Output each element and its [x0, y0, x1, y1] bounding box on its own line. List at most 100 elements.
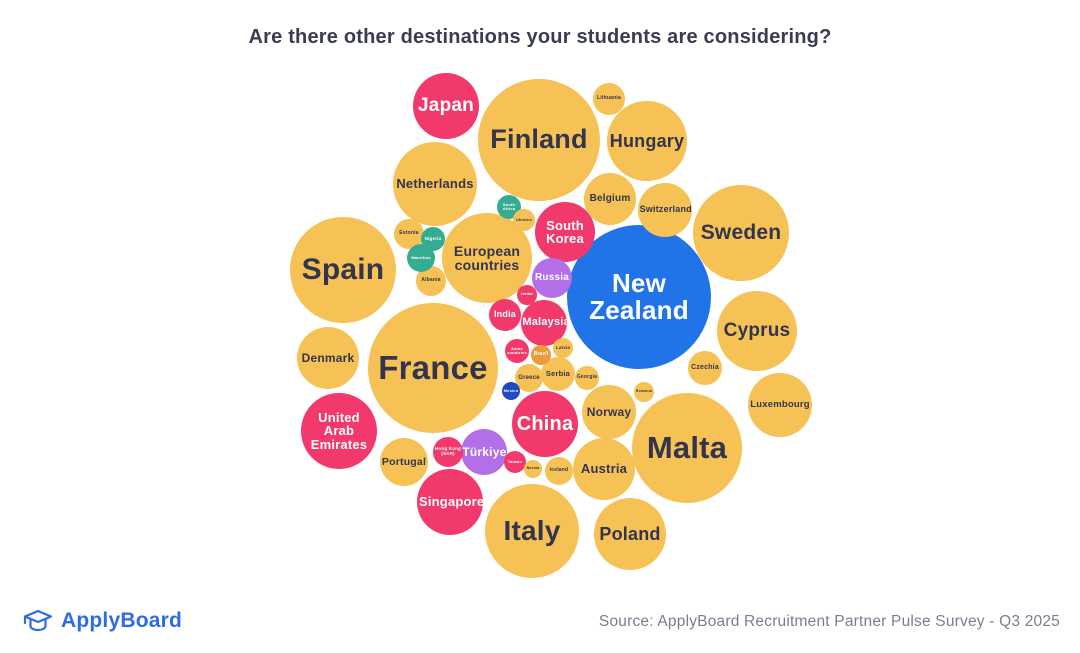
bubble-hong-kong-sar: Hong Kong (SAR) [433, 437, 463, 467]
bubble-singapore: Singapore [417, 469, 485, 535]
bubble-japan: Japan [413, 73, 479, 139]
bubble-greece: Greece [515, 364, 543, 392]
bubble-south-africa: South Africa [497, 195, 521, 219]
bubble-label: Georgia [576, 374, 598, 381]
bubble-united-arab-emirates: United Arab Emirates [301, 393, 377, 469]
bubble-label: Malaysia [522, 316, 570, 329]
bubble-spain: Spain [290, 217, 396, 323]
bubble-label: Iceland [549, 467, 569, 474]
bubble-poland: Poland [594, 498, 666, 570]
bubble-label: Denmark [301, 350, 355, 365]
bubble-russia: Russia [532, 258, 572, 298]
bubble-norway: Norway [582, 385, 636, 439]
bubble-label: Japan [418, 95, 474, 117]
bubble-portugal: Portugal [380, 438, 428, 486]
bubble-label: Italy [503, 514, 561, 546]
bubble-brazil: Brazil [531, 345, 551, 365]
logo-text: ApplyBoard [61, 609, 183, 632]
bubble-georgia: Georgia [575, 366, 599, 390]
bubble-china: China [512, 391, 578, 457]
bubble-label: Mexico [503, 387, 519, 393]
bubble-taiwan: Taiwan [504, 451, 526, 473]
bubble-czechia: Czechia [688, 351, 722, 385]
bubble-label: Netherlands [396, 176, 474, 192]
bubble-label: Norway [586, 404, 632, 419]
bubble-belgium: Belgium [584, 173, 636, 225]
bubble-romania: Romania [634, 382, 654, 402]
bubble-label: Luxembourg [750, 399, 810, 411]
bubble-hungary: Hungary [607, 101, 687, 181]
bubble-chart: New Zealand France Finland Malta Spain Sweden… [290, 73, 812, 578]
bubble-bosnia: Bosnia [524, 460, 542, 478]
bubble-denmark: Denmark [297, 327, 359, 389]
bubble-label: Czechia [691, 364, 719, 372]
bubble-label: Mauritius [411, 254, 431, 260]
bubble-label: Austria [580, 461, 628, 477]
bubble-label: Nigeria [424, 235, 442, 241]
bubble-label: Singapore [418, 494, 485, 510]
bubble-iceland: Iceland [545, 457, 573, 485]
bubble-label: Cyprus [723, 320, 791, 342]
chart-title: Are there other destinations your studen… [248, 26, 832, 48]
footer: ApplyBoard Source: ApplyBoard Recruitmen… [0, 605, 1080, 643]
bubble-label: Greece [518, 374, 540, 381]
bubble-mexico: Mexico [502, 382, 520, 400]
bubble-label: Finland [490, 124, 588, 155]
bubble-label: Malta [646, 430, 728, 466]
bubble-cyprus: Cyprus [717, 291, 797, 371]
bubble-label: Romania [635, 389, 653, 394]
bubble-label: China [516, 412, 574, 435]
bubble-label: India [493, 309, 516, 320]
bubble-label: Albania [421, 277, 441, 284]
bubble-netherlands: Netherlands [393, 142, 477, 226]
bubble-label: Serbia [545, 369, 571, 379]
bubble-switzerland: Switzerland [638, 183, 692, 237]
bubble-italy: Italy [485, 484, 579, 578]
bubble-label: Jordan [520, 292, 534, 297]
bubble-label: Estonia [399, 230, 419, 237]
bubble-lithuania: Lithuania [593, 83, 625, 115]
bubble-label: Bosnia [526, 466, 540, 471]
bubble-label: South Africa [502, 201, 516, 211]
bubble-label: Asian countries [507, 345, 527, 355]
bubble-label: Hong Kong (SAR) [434, 446, 462, 456]
bubble-label: Latvia [555, 344, 571, 350]
bubble-austria: Austria [573, 438, 635, 500]
bubble-label: European countries [453, 242, 521, 273]
bubble-sweden: Sweden [693, 185, 789, 281]
bubble-label: United Arab Emirates [310, 410, 368, 452]
bubble-label: Belgium [589, 192, 631, 204]
bubble-ukraine: Ukraine [513, 209, 535, 231]
bubble-finland: Finland [478, 79, 600, 201]
bubble-label: Sweden [700, 221, 782, 245]
bubble-label: South Korea [546, 217, 584, 246]
bubble-jordan: Jordan [517, 285, 537, 305]
bubble-label: New Zealand [589, 268, 689, 325]
bubble-label: France [378, 349, 488, 387]
bubble-label: Poland [599, 523, 661, 544]
bubble-label: Hungary [609, 130, 685, 151]
bubble-label: Lithuania [596, 95, 621, 102]
bubble-label: Ukraine [515, 216, 533, 222]
bubble-malta: Malta [632, 393, 742, 503]
bubble-india: India [489, 299, 521, 331]
graduation-cap-icon [22, 607, 54, 635]
source-citation: Source: ApplyBoard Recruitment Partner P… [598, 613, 1060, 630]
applyboard-logo: ApplyBoard [22, 607, 182, 635]
bubble-label: Brazil [533, 351, 549, 358]
bubble-asian-countries: Asian countries [505, 339, 529, 363]
bubble-label: Taiwan [507, 458, 523, 464]
bubble-label: Portugal [381, 455, 427, 468]
bubble-label: Türkiye [462, 444, 507, 459]
bubble-new-zealand: New Zealand [567, 225, 711, 369]
bubble-luxembourg: Luxembourg [748, 373, 812, 437]
bubble-t-rkiye: Türkiye [461, 429, 507, 475]
bubble-france: France [368, 303, 498, 433]
bubble-latvia: Latvia [553, 338, 573, 358]
bubble-south-korea: South Korea [535, 202, 595, 262]
bubble-nigeria: Nigeria [421, 227, 445, 251]
bubble-label: Russia [535, 271, 569, 283]
bubble-label: Switzerland [639, 204, 692, 215]
bubble-label: Spain [301, 252, 385, 286]
